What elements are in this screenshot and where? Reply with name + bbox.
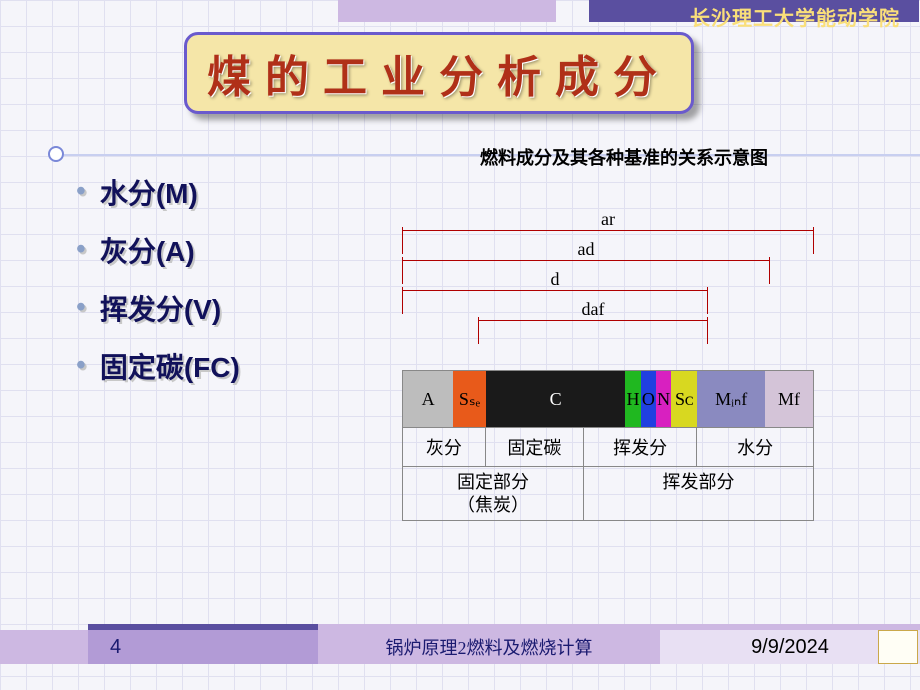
category-label: 固定碳 [486,428,584,466]
diagram: ar ad d daf ASₛₑCHONSᴄMᵢₙfMf 灰分固定碳挥发分水分 … [402,230,814,521]
bullet-item: 灰分(A) [76,230,240,270]
label-row-2: 固定部分（焦炭）挥发部分 [402,467,814,521]
segment-N: N [656,371,671,427]
category-label: 水分 [697,428,813,466]
group-label: 固定部分（焦炭） [403,467,584,520]
title-box: 煤的工业分析成分 [184,32,694,114]
bracket-ar: ar [402,230,814,254]
bullet-list: 水分(M) 灰分(A) 挥发分(V) 固定碳(FC) [76,172,240,404]
pin-icon [48,146,64,162]
diagram-title: 燃料成分及其各种基准的关系示意图 [432,144,816,170]
footer-center: 锅炉原理2燃料及燃烧计算 [318,630,660,664]
bracket-ad: ad [402,260,770,284]
group-label: 挥发部分 [584,467,813,520]
bracket-daf: daf [478,320,708,344]
bracket-ar-label: ar [601,209,615,230]
corner-fold-icon [878,630,918,664]
segment-C: C [486,371,626,427]
footer: 4 锅炉原理2燃料及燃烧计算 9/9/2024 [0,630,920,664]
segment-Mf: Mf [765,371,813,427]
bracket-d: d [402,290,708,314]
bullet-item: 挥发分(V) [76,288,240,328]
segment-Sc: Sᴄ [671,371,697,427]
segment-O: O [641,371,656,427]
bracket-ad-label: ad [578,239,595,260]
slide-title: 煤的工业分析成分 [207,41,671,105]
segment-H: H [625,371,640,427]
header-stripe-light [338,0,556,22]
segment-A: A [403,371,453,427]
category-label: 灰分 [403,428,486,466]
segment-Sse: Sₛₑ [453,371,486,427]
footer-pad [0,630,88,664]
org-name: 长沙理工大学能动学院 [690,2,900,31]
bracket-d-label: d [551,269,560,290]
bullet-item: 固定碳(FC) [76,346,240,386]
bracket-daf-label: daf [582,299,605,320]
category-label: 挥发分 [584,428,697,466]
segment-Minf: Mᵢₙf [697,371,765,427]
label-row-1: 灰分固定碳挥发分水分 [402,428,814,467]
composition-bar: ASₛₑCHONSᴄMᵢₙfMf [402,370,814,428]
footer-page: 4 [88,630,318,664]
bullet-item: 水分(M) [76,172,240,212]
